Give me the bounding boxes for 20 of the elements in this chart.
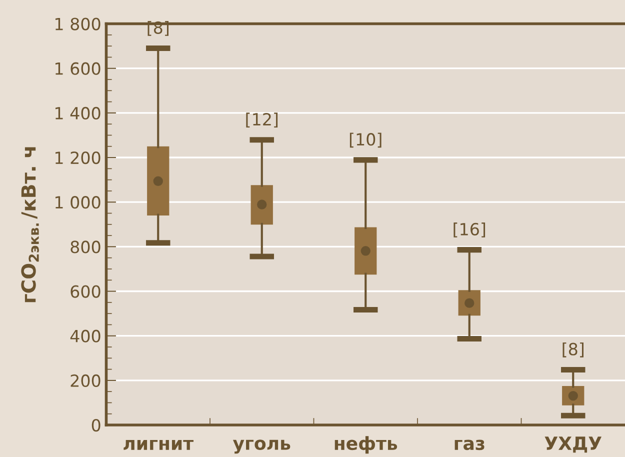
- y-tick-label: 1 000: [56, 196, 100, 209]
- y-tick-label: 600: [70, 285, 100, 298]
- x-tick-label: газ: [454, 440, 484, 450]
- x-tick-label: уголь: [232, 440, 290, 454]
- y-tick-label: 1 600: [56, 62, 100, 75]
- y-tick-label: 1 800: [56, 18, 100, 30]
- y-tick-label: 400: [70, 330, 100, 342]
- x-tick-label: лигнит: [124, 440, 194, 450]
- annotation: [10]: [350, 132, 382, 148]
- x-tick-label: нефть: [334, 436, 398, 454]
- annotation: [12]: [246, 112, 278, 128]
- x-tick-label: УХДУ: [544, 436, 602, 453]
- y-tick-label: 200: [70, 374, 100, 387]
- annotation: [16]: [454, 222, 486, 238]
- y-tick-label: 800: [70, 240, 100, 254]
- annotation: [8]: [562, 342, 584, 358]
- y-tick-label: 0: [92, 418, 100, 432]
- y-axis-title: гCO$_{2экв.}$/кВт. ч: [21, 147, 39, 302]
- y-tick-label: 1 200: [56, 151, 100, 164]
- y-tick-label: 1 400: [56, 106, 100, 120]
